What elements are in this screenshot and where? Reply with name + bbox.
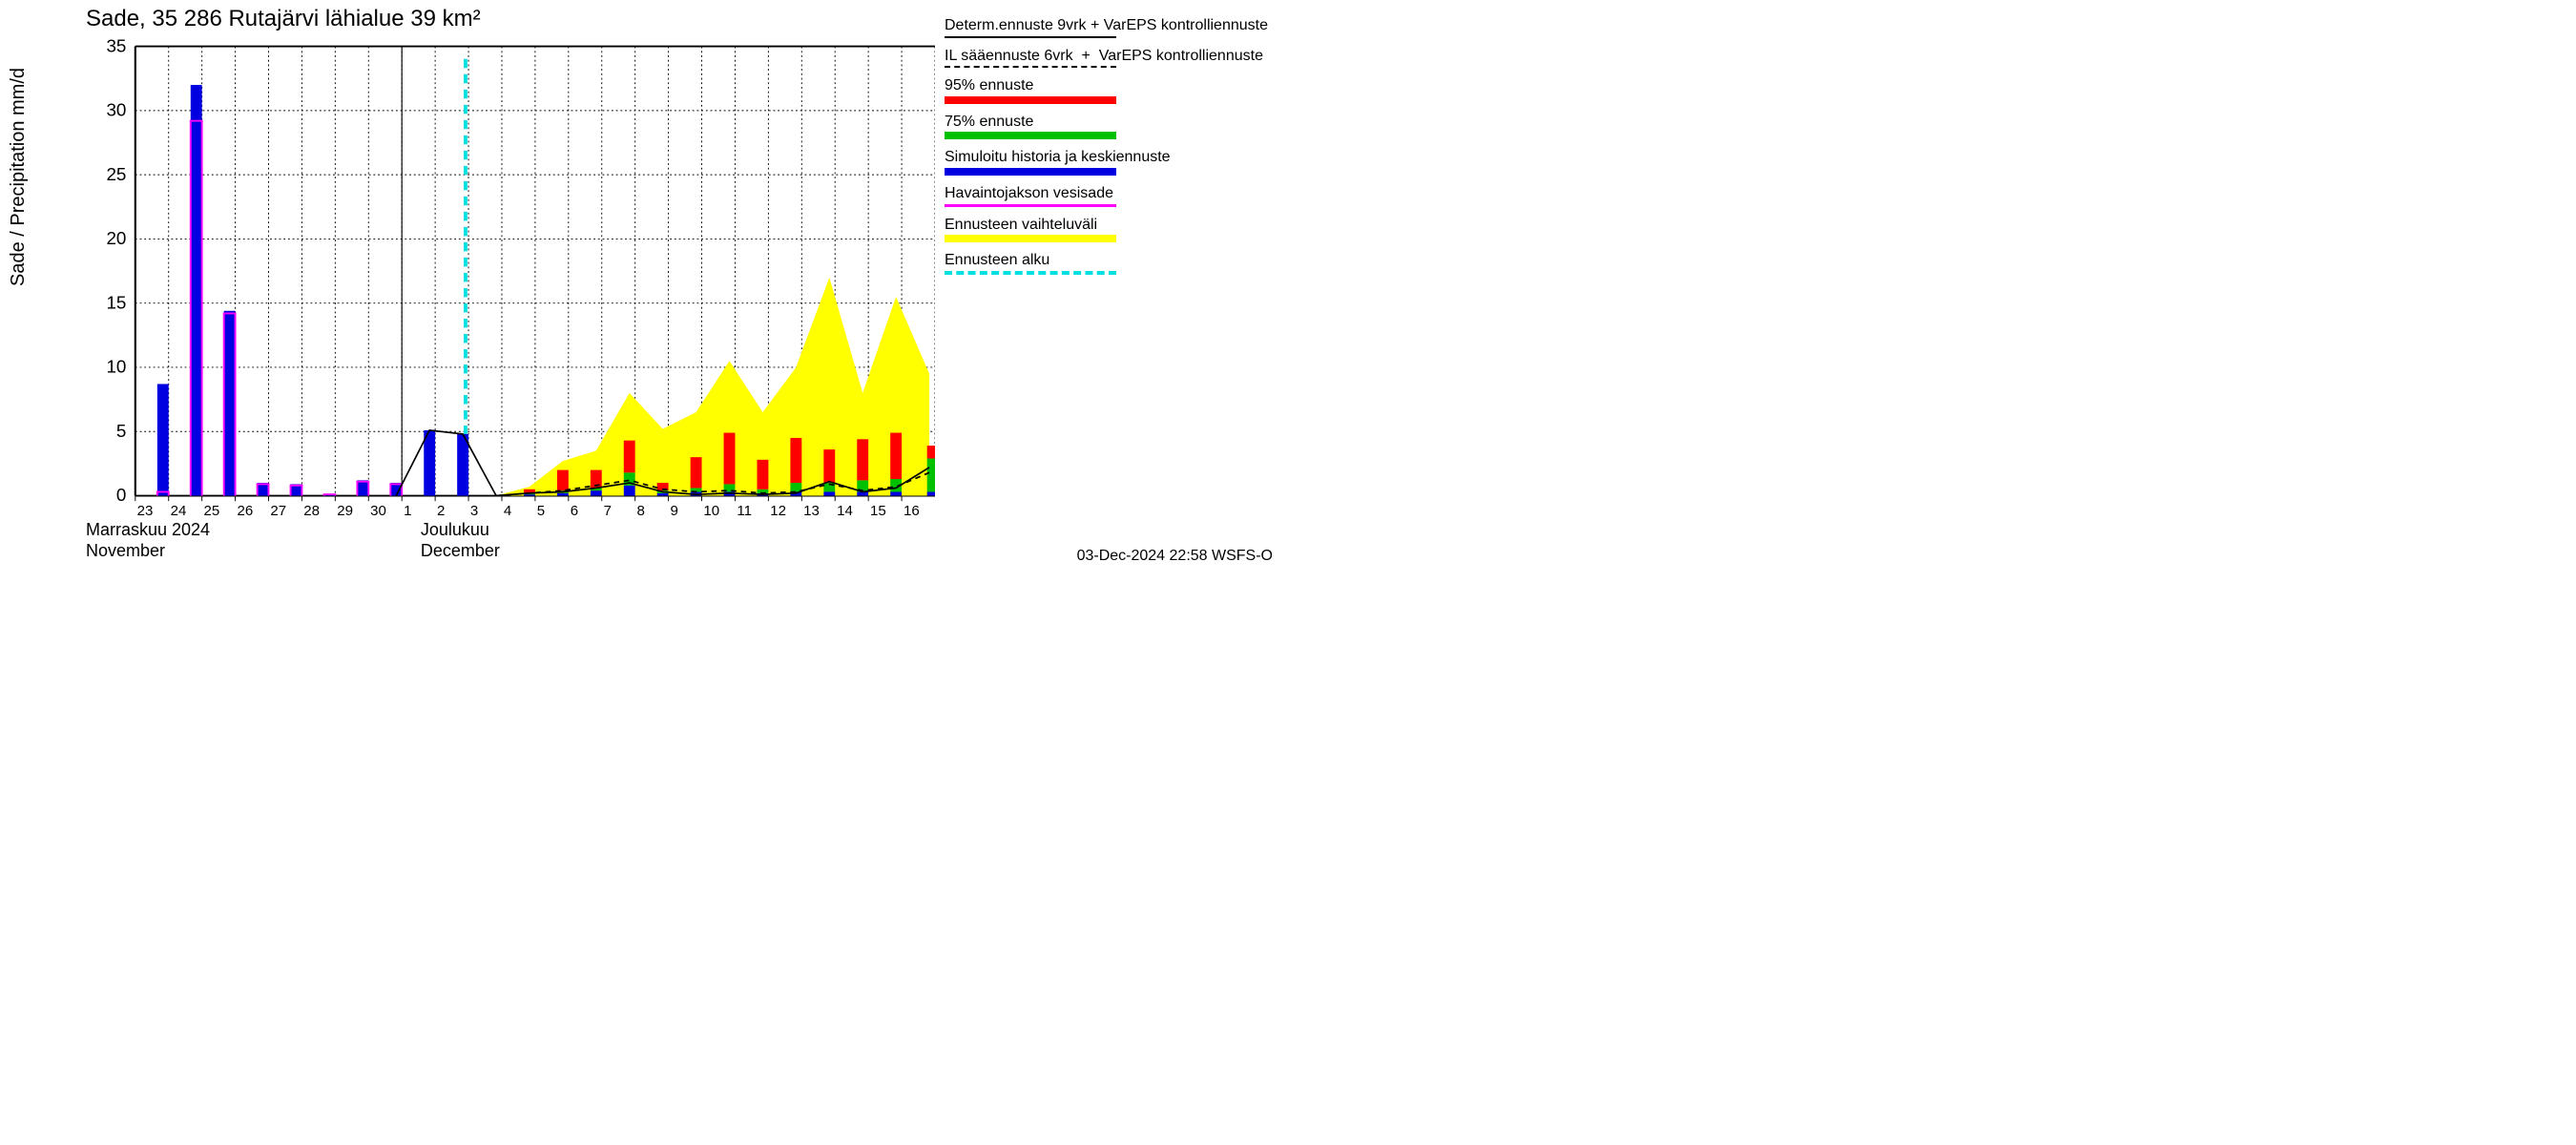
legend-label: Ennusteen alku [945,252,1274,269]
month2-fi: Joulukuu [421,520,489,540]
legend-item: Havaintojakson vesisade [945,185,1274,207]
svg-text:30: 30 [106,100,126,120]
svg-text:9: 9 [670,503,677,515]
legend-swatch [945,168,1116,176]
svg-text:25: 25 [106,164,126,184]
svg-text:35: 35 [106,35,126,55]
svg-text:23: 23 [137,503,154,515]
legend-label: 75% ennuste [945,114,1274,131]
svg-text:7: 7 [604,503,612,515]
svg-text:24: 24 [171,503,187,515]
svg-text:25: 25 [204,503,220,515]
legend-label: 95% ennuste [945,77,1274,94]
svg-text:3: 3 [470,503,478,515]
svg-text:4: 4 [504,503,511,515]
legend-swatch [945,96,1116,104]
legend-item: Ennusteen vaihteluväli [945,217,1274,243]
chart-container: Sade / Precipitation mm/d Sade, 35 286 R… [0,0,1288,572]
chart-svg: 0510152025303523242526272829301234567891… [86,29,935,515]
month1-en: November [86,541,165,561]
svg-text:26: 26 [237,503,253,515]
svg-text:10: 10 [106,357,126,377]
svg-text:5: 5 [116,421,126,441]
legend-swatch [945,204,1116,207]
svg-text:15: 15 [870,503,886,515]
footer-text: 03-Dec-2024 22:58 WSFS-O [1077,548,1273,565]
month2-en: December [421,541,500,561]
legend-label: Ennusteen vaihteluväli [945,217,1274,234]
month1-fi: Marraskuu 2024 [86,520,210,540]
svg-text:12: 12 [770,503,786,515]
legend-swatch [945,66,1116,68]
legend-item: Simuloitu historia ja keskiennuste [945,149,1274,176]
svg-text:27: 27 [270,503,286,515]
legend-item: Determ.ennuste 9vrk + VarEPS kontrollien… [945,17,1274,38]
svg-text:1: 1 [404,503,411,515]
legend-swatch [945,132,1116,139]
svg-text:15: 15 [106,292,126,312]
legend-swatch [945,36,1116,38]
svg-text:16: 16 [904,503,920,515]
svg-text:5: 5 [537,503,545,515]
svg-text:13: 13 [803,503,820,515]
legend-item: Ennusteen alku [945,252,1274,275]
svg-text:28: 28 [303,503,320,515]
svg-text:0: 0 [116,485,126,505]
svg-text:10: 10 [703,503,719,515]
legend-item: IL sääennuste 6vrk + VarEPS kontrollienn… [945,48,1274,69]
svg-text:29: 29 [337,503,353,515]
y-axis-label: Sade / Precipitation mm/d [8,68,30,286]
svg-text:8: 8 [637,503,645,515]
svg-text:30: 30 [370,503,386,515]
svg-text:14: 14 [837,503,853,515]
legend-label: IL sääennuste 6vrk + VarEPS kontrollienn… [945,48,1274,65]
plot-area: 0510152025303523242526272829301234567891… [86,29,935,506]
svg-text:6: 6 [571,503,578,515]
svg-text:11: 11 [737,503,752,515]
legend-label: Havaintojakson vesisade [945,185,1274,202]
legend-item: 95% ennuste [945,77,1274,104]
legend: Determ.ennuste 9vrk + VarEPS kontrollien… [945,17,1274,284]
legend-swatch [945,235,1116,242]
svg-text:20: 20 [106,228,126,248]
svg-text:2: 2 [437,503,445,515]
legend-swatch [945,271,1116,275]
legend-label: Simuloitu historia ja keskiennuste [945,149,1274,166]
legend-label: Determ.ennuste 9vrk + VarEPS kontrollien… [945,17,1274,34]
legend-item: 75% ennuste [945,114,1274,140]
